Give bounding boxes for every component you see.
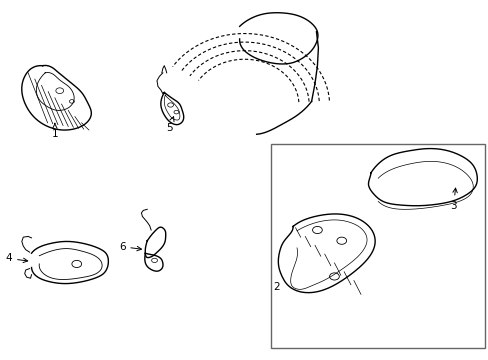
Text: 2: 2	[272, 282, 279, 292]
Text: 5: 5	[165, 117, 174, 133]
Text: 1: 1	[51, 123, 58, 139]
Bar	[271, 144, 484, 348]
Text: 6: 6	[119, 242, 141, 252]
Text: 3: 3	[449, 188, 456, 211]
Text: 4: 4	[5, 253, 28, 264]
